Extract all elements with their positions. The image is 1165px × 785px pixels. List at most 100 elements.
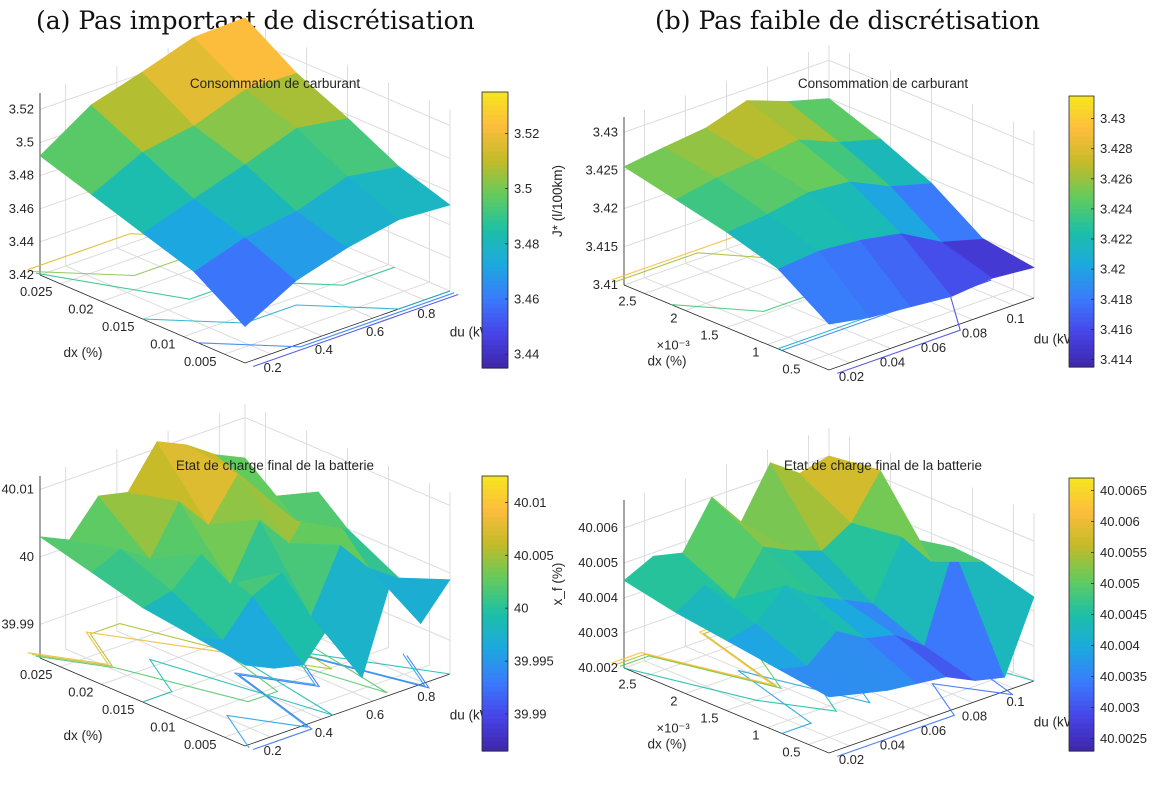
colorbar-strip <box>1069 213 1094 219</box>
colorbar-strip <box>482 526 508 532</box>
colorbar-strip <box>1069 669 1094 675</box>
colorbar-strip <box>1069 728 1094 734</box>
colorbar-strip <box>1069 217 1094 224</box>
colorbar-strip <box>1069 664 1094 670</box>
y-tick-label: 1.5 <box>700 711 718 726</box>
chart-title: Consommation de carburant <box>190 76 361 91</box>
colorbar-strip <box>482 363 508 369</box>
colorbar-strip <box>1069 348 1094 355</box>
colorbar-strip <box>1069 528 1094 534</box>
x-tick-label: 0.4 <box>315 725 333 740</box>
y-tick-label: 0.005 <box>184 737 217 752</box>
y-tick-label: 0.01 <box>150 337 175 352</box>
colorbar: 40.0065 40.006 40.0055 40.005 40.0045 40.004 4… <box>1068 477 1147 752</box>
y-tick-label: 2.5 <box>618 677 636 692</box>
colorbar-strip <box>1069 177 1094 183</box>
colorbar-tick-label: 3.426 <box>1100 171 1133 186</box>
colorbar-strip <box>1069 204 1094 210</box>
colorbar-strip <box>482 558 508 564</box>
colorbar-strip <box>1069 518 1094 525</box>
grid-line <box>65 467 271 738</box>
colorbar-strip <box>1069 190 1094 196</box>
colorbar-frame <box>481 475 509 752</box>
colorbar-strip <box>1069 596 1094 602</box>
colorbar-strip <box>482 489 508 495</box>
colorbar-strip <box>1069 208 1094 215</box>
contour-line <box>197 292 455 348</box>
colorbar-strip <box>482 225 508 231</box>
z-tick-label: 3.5 <box>16 135 34 150</box>
colorbar-strip <box>1069 710 1094 716</box>
y-tick-label: 0.025 <box>20 284 53 299</box>
colorbar-strip <box>482 576 508 583</box>
colorbar-strip <box>1069 258 1094 264</box>
colorbar-strip <box>482 124 508 130</box>
colorbar-tick-label: 3.42 <box>1100 262 1125 277</box>
colorbar-strip <box>1069 263 1094 269</box>
colorbar-strip <box>482 161 508 167</box>
colorbar-strip <box>1069 290 1094 296</box>
colorbar-tick-label: 40.005 <box>1100 576 1140 591</box>
surface-mesh <box>39 17 451 328</box>
chart-panel-3: 0.2 0.4 0.6 0.8 0.025 0.02 0.015 0.01 0.005 40.01… <box>1 404 554 758</box>
colorbar-strip <box>482 105 508 111</box>
x-tick-label: 0.06 <box>921 723 946 738</box>
colorbar-strip <box>1069 487 1094 493</box>
colorbar-strip <box>1069 344 1094 350</box>
colorbar-strip <box>482 280 508 286</box>
colorbar-strip <box>1069 249 1094 255</box>
colorbar-strip <box>482 174 508 180</box>
colorbar-strip <box>482 595 508 601</box>
x-tick-label: 0.1 <box>1006 694 1024 709</box>
colorbar-tick-label: 3.414 <box>1100 352 1133 367</box>
colorbar-strip <box>1069 532 1094 538</box>
z-tick-label: 3.41 <box>593 277 618 292</box>
colorbar-tick-label: 3.428 <box>1100 141 1133 156</box>
colorbar-strip <box>482 340 508 346</box>
grid-line <box>183 465 389 721</box>
colorbar-strip <box>1069 546 1094 552</box>
colorbar-strip <box>1069 646 1094 652</box>
y-tick-label: 1 <box>752 728 759 743</box>
colorbar-strip <box>482 317 508 323</box>
colorbar-strip <box>482 627 508 633</box>
colorbar-strip <box>1069 303 1094 309</box>
x-tick-label: 0.02 <box>839 369 864 384</box>
colorbar-strip <box>1069 723 1094 729</box>
surface-patch <box>193 17 297 90</box>
colorbar-strip <box>1069 100 1094 106</box>
z-tick-label: 3.415 <box>585 239 618 254</box>
colorbar-strip <box>482 531 508 537</box>
z-tick-label: 40.005 <box>578 555 618 570</box>
y-axis-label: dx (%) <box>647 354 686 369</box>
colorbar-strip <box>1069 509 1094 515</box>
colorbar-strip <box>1069 145 1094 151</box>
colorbar-tick-label: 40.0035 <box>1100 669 1147 684</box>
colorbar-strip <box>482 746 508 752</box>
colorbar-strip <box>482 216 508 222</box>
colorbar-tick-label: 40.006 <box>1100 514 1140 529</box>
x-tick-label: 0.02 <box>839 752 864 767</box>
x-tick-label: 0.2 <box>264 743 282 758</box>
colorbar-strip <box>482 567 508 573</box>
colorbar-strip <box>1069 609 1094 616</box>
colorbar-tick-label: 3.424 <box>1100 201 1133 216</box>
colorbar-strip <box>482 663 508 670</box>
colorbar-strip <box>1069 578 1094 584</box>
z-tick-label: 40.006 <box>578 520 618 535</box>
colorbar-strip <box>1069 641 1094 647</box>
z-tick-label: 3.44 <box>9 234 34 249</box>
colorbar-strip <box>1069 555 1094 561</box>
colorbar-strip <box>1069 285 1094 291</box>
colorbar-strip <box>1069 226 1094 233</box>
colorbar-strip <box>1069 172 1094 178</box>
y-axis-label: dx (%) <box>63 345 102 360</box>
colorbar-strip <box>1069 491 1094 497</box>
grid-line <box>224 483 430 738</box>
colorbar-strip <box>1069 326 1094 332</box>
colorbar-strip <box>1069 317 1094 323</box>
colorbar-strip <box>482 668 508 674</box>
colorbar-strip <box>1069 236 1094 242</box>
x-tick-label: 0.6 <box>366 324 384 339</box>
colorbar-tick-label: 40.0045 <box>1100 607 1147 622</box>
